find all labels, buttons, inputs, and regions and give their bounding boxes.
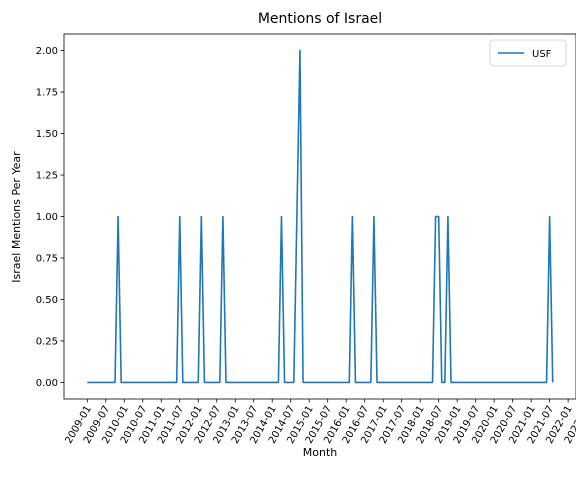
- legend-label-usf: USF: [532, 49, 552, 60]
- y-tick-label: 0.25: [36, 336, 58, 347]
- legend: USF: [489, 39, 567, 67]
- y-tick-label: 0.75: [36, 253, 58, 264]
- y-tick-label: 1.50: [36, 129, 58, 140]
- y-tick-label: 1.25: [36, 171, 58, 182]
- legend-box: [489, 39, 567, 67]
- x-axis-label: Month: [303, 446, 338, 459]
- chart-title: Mentions of Israel: [258, 11, 382, 27]
- y-tick-label: 2.00: [36, 46, 58, 57]
- y-tick-label: 1.75: [36, 88, 58, 99]
- y-tick-label: 1.00: [36, 212, 58, 223]
- y-tick-label: 0.50: [36, 295, 58, 306]
- y-axis-label: Israel Mentions Per Year: [10, 151, 23, 283]
- series-line-usf: [87, 49, 554, 384]
- y-tick-label: 0.00: [36, 378, 58, 389]
